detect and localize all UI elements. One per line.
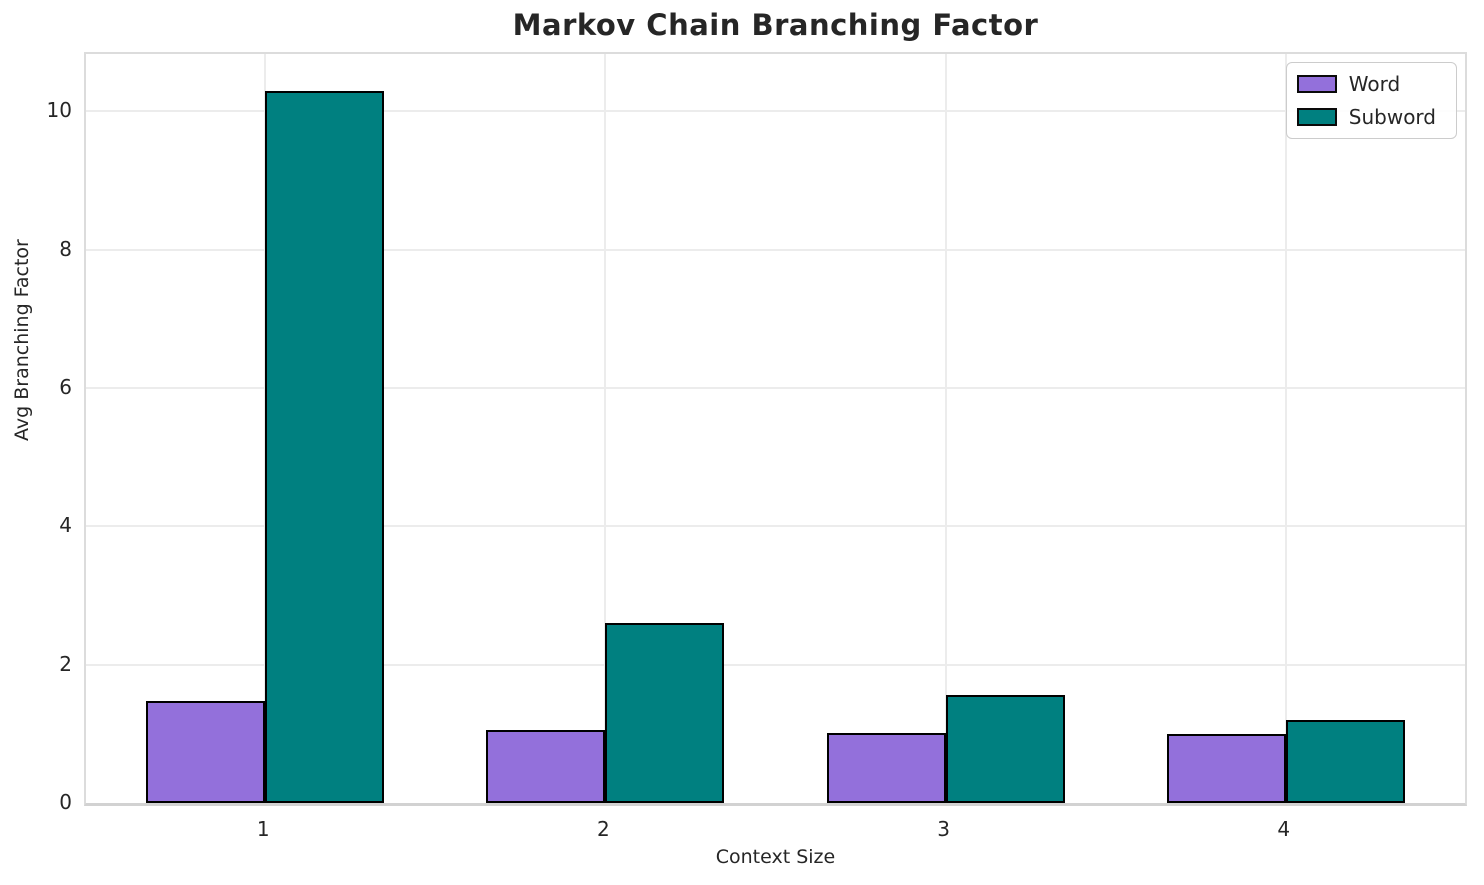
y-axis-label: Avg Branching Factor [11, 239, 33, 441]
y-tick-label-4: 4 [59, 513, 72, 538]
y-tick-label-0: 0 [59, 790, 72, 814]
bar-subword-context-2 [605, 622, 725, 803]
gridline-horizontal-8 [86, 248, 1465, 251]
legend-label-subword: Subword [1348, 105, 1436, 129]
y-tick-label-6: 6 [59, 375, 72, 400]
x-axis-label: Context Size [715, 846, 836, 868]
chart-title: Markov Chain Branching Factor [512, 8, 1039, 42]
gridline-vertical-3 [944, 54, 947, 803]
bar-word-context-1 [146, 701, 266, 803]
gridline-vertical-2 [604, 54, 607, 803]
gridline-horizontal-6 [86, 387, 1465, 390]
x-tick-label-4: 4 [1277, 817, 1291, 841]
gridline-horizontal-10 [86, 110, 1465, 113]
legend-label-word: Word [1348, 72, 1401, 96]
x-tick-label-1: 1 [256, 817, 270, 841]
legend-item-word: Word [1296, 72, 1444, 96]
bar-subword-context-4 [1285, 720, 1405, 803]
bar-word-context-4 [1166, 733, 1286, 803]
y-tick-label-2: 2 [59, 651, 72, 676]
x-tick-label-3: 3 [937, 817, 950, 841]
plot-area: Word Subword [84, 52, 1467, 806]
legend-swatch-word [1296, 75, 1337, 93]
bar-word-context-2 [486, 730, 606, 803]
x-tick-label-2: 2 [597, 817, 610, 841]
bar-subword-context-3 [945, 695, 1065, 803]
legend-item-subword: Subword [1296, 105, 1444, 129]
legend: Word Subword [1285, 62, 1457, 139]
gridline-vertical-4 [1284, 54, 1287, 803]
bar-word-context-3 [826, 733, 946, 803]
y-tick-label-8: 8 [59, 236, 72, 261]
gridline-horizontal-4 [86, 525, 1465, 528]
legend-swatch-subword [1296, 108, 1337, 126]
gridline-horizontal-2 [86, 663, 1465, 666]
y-tick-label-10: 10 [46, 98, 72, 123]
bar-subword-context-1 [265, 90, 385, 803]
